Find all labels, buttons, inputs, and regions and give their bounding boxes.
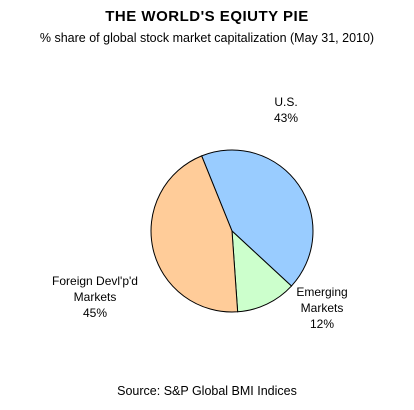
pie-slice-emerging-markets (231, 229, 293, 313)
chart-subtitle: % share of global stock market capitaliz… (39, 31, 375, 45)
slice-label-line: 43% (274, 111, 298, 125)
slice-label-foreign-developed-markets: Foreign Devl'p'd Markets 45% (52, 274, 138, 320)
source-note: Source: S&P Global BMI Indices (117, 384, 297, 398)
slice-label-line: Foreign Devl'p'd (52, 274, 138, 288)
pie-slice-foreign-developed-markets (150, 155, 239, 313)
slice-label-line: U.S. (274, 95, 297, 109)
slice-label-line: Emerging (296, 285, 347, 299)
slice-label-line: Markets (301, 301, 344, 315)
slice-label-us: U.S. 43% (274, 95, 298, 125)
chart-title: THE WORLD'S EQIUTY PIE (105, 8, 309, 25)
pie-chart: U.S. 43% Emerging Markets 12% Foreign Devl'p'… (52, 95, 348, 331)
pie-slice-us (201, 149, 314, 287)
slice-label-line: Markets (74, 290, 117, 304)
slice-label-emerging-markets: Emerging Markets 12% (296, 285, 347, 331)
slice-label-line: 45% (83, 306, 107, 320)
slice-label-line: 12% (310, 317, 334, 331)
